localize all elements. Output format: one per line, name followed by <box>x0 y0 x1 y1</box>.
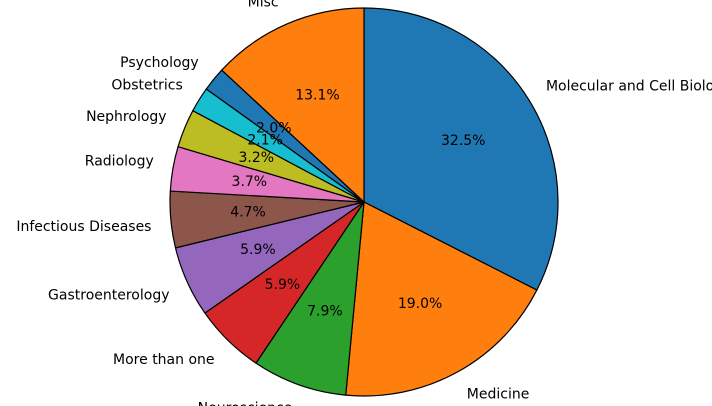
pie-slice-medicine <box>345 201 538 397</box>
category-label-nephrology: Nephrology <box>86 109 167 125</box>
category-label-misc: Misc <box>248 0 279 10</box>
category-label-molecular-and-cell-biology: Molecular and Cell Biology <box>546 79 712 95</box>
category-label-obstetrics: Obstetrics <box>111 77 182 93</box>
percent-label-infectious-diseases: 4.7% <box>230 205 266 221</box>
pie-slice-misc <box>221 7 365 203</box>
category-label-neuroscience: Neuroscience <box>198 401 293 406</box>
percent-label-neuroscience: 7.9% <box>307 304 343 320</box>
percent-label-obstetrics: 2.1% <box>247 133 283 149</box>
percent-label-misc: 13.1% <box>295 87 339 103</box>
category-label-infectious-diseases: Infectious Diseases <box>16 219 151 235</box>
percent-label-psychology: 2.0% <box>256 120 292 136</box>
category-label-radiology: Radiology <box>85 153 154 169</box>
percent-label-radiology: 3.7% <box>232 174 268 190</box>
percent-label-gastroenterology: 5.9% <box>240 242 276 258</box>
category-label-more-than-one: More than one <box>113 352 214 368</box>
pie-slice-molecular-and-cell-biology <box>363 7 559 291</box>
category-label-medicine: Medicine <box>467 387 530 403</box>
category-label-psychology: Psychology <box>120 55 199 71</box>
percent-label-molecular-and-cell-biology: 32.5% <box>441 133 485 149</box>
category-label-gastroenterology: Gastroenterology <box>48 287 169 303</box>
pie-slices <box>169 7 559 397</box>
percent-labels: 32.5% 19.0% 7.9% 5.9% 5.9% 4.7% 3.7% 3.2%2.1%2.… <box>230 87 485 319</box>
percent-label-more-than-one: 5.9% <box>265 277 301 293</box>
percent-label-medicine: 19.0% <box>398 296 442 312</box>
category-labels: Molecular and Cell Biology Medicine Neuros… <box>16 0 712 406</box>
percent-label-nephrology: 3.2% <box>239 150 275 166</box>
pie-slice-neuroscience <box>255 201 365 396</box>
